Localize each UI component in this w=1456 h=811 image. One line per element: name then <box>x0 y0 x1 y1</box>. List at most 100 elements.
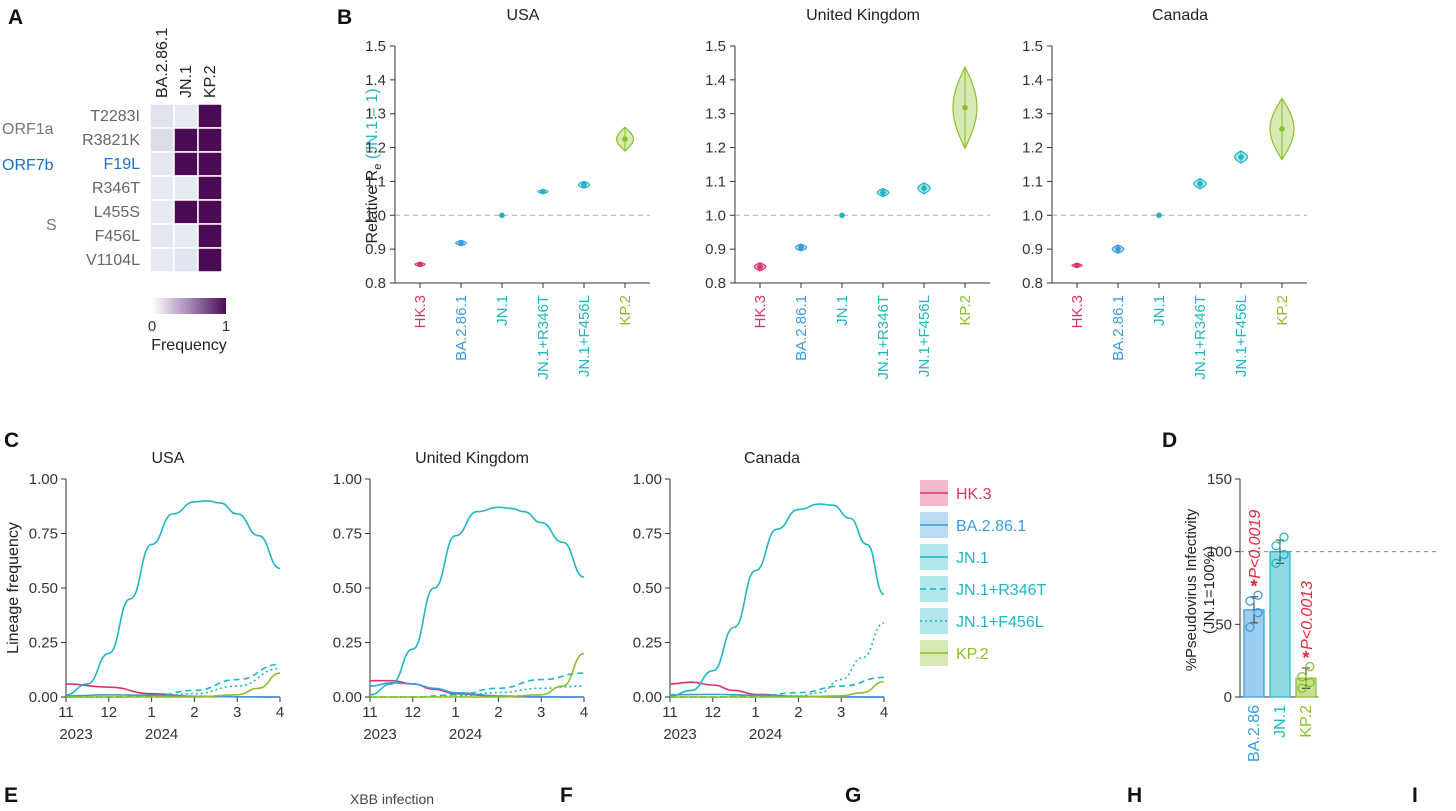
bottom-fragment-text: XBB infection <box>350 791 434 806</box>
x-tick-label: 2 <box>190 704 198 721</box>
legend-item-jn-1: JN.1 <box>920 544 989 570</box>
heatmap-column-jn-1: JN.1 <box>178 65 195 98</box>
p-value-label: P<0.0019 <box>1247 510 1264 579</box>
x-tick-label-hk-3: HK.3 <box>412 295 429 328</box>
line-jn-1 <box>65 499 281 696</box>
subplot-b-usa: USA 0.8 0.9 1.0 1.1 1.2 1.3 1.4 1.5 HK.3 BA.2.86.1… <box>365 7 650 380</box>
heatmap-row-v1104l: V1104L <box>86 252 140 269</box>
y-tick-label: 1.00 <box>633 471 662 488</box>
y-tick-label: 0.25 <box>333 635 362 652</box>
heatmap-cell <box>149 151 175 177</box>
x-tick-label-hk-3: HK.3 <box>752 295 769 328</box>
x-tick-label: 1 <box>147 704 155 721</box>
point-jn-1 <box>839 212 845 219</box>
data-point <box>1271 541 1281 551</box>
heatmap-row-f19l: F19L <box>104 156 141 173</box>
x-tick-label-hk-3: HK.3 <box>1069 295 1086 328</box>
y-tick-label: 0.25 <box>29 635 58 652</box>
y-tick-label: 1.4 <box>705 72 726 89</box>
heatmap-cell <box>197 247 223 273</box>
y-tick-label: 1.00 <box>29 471 58 488</box>
subplot-title: Canada <box>1152 7 1208 24</box>
x-tick-label: 1 <box>751 704 759 721</box>
significance-star: * <box>1302 648 1309 668</box>
panel-label-a: A <box>8 6 23 29</box>
year-label: 2023 <box>59 726 92 743</box>
x-tick-label-ba-2-86-1: BA.2.86.1 <box>1110 295 1127 361</box>
year-label: 2024 <box>449 726 482 743</box>
y-tick-label: 0.50 <box>29 580 58 597</box>
x-tick-label-jn-1-f456l: JN.1+F456L <box>916 295 933 377</box>
x-tick-label-ba-2-86-1: BA.2.86.1 <box>453 295 470 361</box>
y-tick-label: 150 <box>1207 471 1232 488</box>
heatmap-group-orf1a: ORF1a <box>2 121 54 138</box>
point-jn-1-f456l <box>1238 154 1244 160</box>
line-kp-2 <box>369 652 585 698</box>
line-jn-1-f456l <box>669 622 885 698</box>
x-tick-label: 3 <box>537 704 545 721</box>
heatmap-column-ba-2-86-1: BA.2.86.1 <box>154 28 171 98</box>
panel-a-heatmap: A BA.2.86.1 JN.1 KP.2 T2283I R3821K F19L R346T L… <box>2 6 230 354</box>
data-point <box>1253 608 1263 618</box>
year-label: 2024 <box>145 726 178 743</box>
y-tick-label: 1.3 <box>705 106 726 123</box>
line-jn-1-f456l <box>369 685 585 698</box>
point-kp-2 <box>622 136 628 142</box>
point-hk-3 <box>757 263 763 270</box>
heatmap-cell <box>197 175 223 201</box>
panel-label-f: F <box>560 784 573 806</box>
heatmap-cell <box>149 199 175 225</box>
legend-label: JN.1 <box>956 550 989 567</box>
data-point <box>1253 590 1263 600</box>
legend-label: BA.2.86.1 <box>956 518 1026 535</box>
x-tick-label-jn-1: JN.1 <box>494 295 511 326</box>
y-tick-label: 0.9 <box>1022 241 1043 258</box>
x-tick-label-jn-1: JN.1 <box>1151 295 1168 326</box>
line-jn-1 <box>669 503 885 697</box>
heatmap-cell <box>173 175 199 201</box>
heatmap-cell <box>173 151 199 177</box>
subplot-title: United Kingdom <box>415 450 529 467</box>
point-kp-2 <box>962 104 968 111</box>
y-tick-label: 0.8 <box>365 275 386 292</box>
heatmap-cell <box>173 199 199 225</box>
x-tick-label-kp-2: KP.2 <box>1274 295 1291 326</box>
legend-item-kp-2: KP.2 <box>920 640 989 666</box>
x-tick-label: 3 <box>233 704 241 721</box>
subplot-title: USA <box>152 450 185 467</box>
point-kp-2 <box>1279 126 1285 132</box>
x-tick-label: 12 <box>704 704 721 721</box>
heatmap-cell <box>149 247 175 273</box>
legend-label: JN.1+F456L <box>956 614 1044 631</box>
line-kp-2 <box>669 680 885 698</box>
p-value-label: P<0.0013 <box>1299 581 1316 650</box>
point-ba-2-86-1 <box>1115 246 1121 252</box>
data-point <box>1297 672 1307 682</box>
y-tick-label: 1.2 <box>365 140 386 157</box>
panel-labels-bottom: E XBB infection F G H I <box>4 784 1418 807</box>
y-tick-label: 1.4 <box>365 72 386 89</box>
y-tick-label: 0.00 <box>333 689 362 706</box>
panel-label-b: B <box>337 6 352 29</box>
x-tick-label-kp-2: KP.2 <box>957 295 974 326</box>
y-axis-title-b: Relative Re (JN.1 = 1) <box>364 88 384 243</box>
y-axis-subtitle-d: (JN.1=100%) <box>1201 546 1218 634</box>
y-tick-label: 0.25 <box>633 635 662 652</box>
y-tick-label: 1.5 <box>365 38 386 55</box>
line-ba-2-86-1 <box>669 693 885 698</box>
data-point <box>1245 622 1255 632</box>
y-tick-label: 1.1 <box>365 173 386 190</box>
heatmap-cell <box>149 223 175 249</box>
legend-item-ba-2-86-1: BA.2.86.1 <box>920 512 1026 538</box>
panel-label-c: C <box>4 429 19 452</box>
x-tick-label: 1 <box>451 704 459 721</box>
y-tick-label: 0.9 <box>705 241 726 258</box>
legend-item-jn-1-r346t: JN.1+R346T <box>920 576 1046 602</box>
heatmap-column-kp-2: KP.2 <box>202 65 219 98</box>
y-tick-label: 1.3 <box>365 106 386 123</box>
point-jn-1-f456l <box>581 182 587 188</box>
x-tick-label-ba-2-86: BA.2.86 <box>1246 705 1263 762</box>
y-tick-label: 1.5 <box>1022 38 1043 55</box>
